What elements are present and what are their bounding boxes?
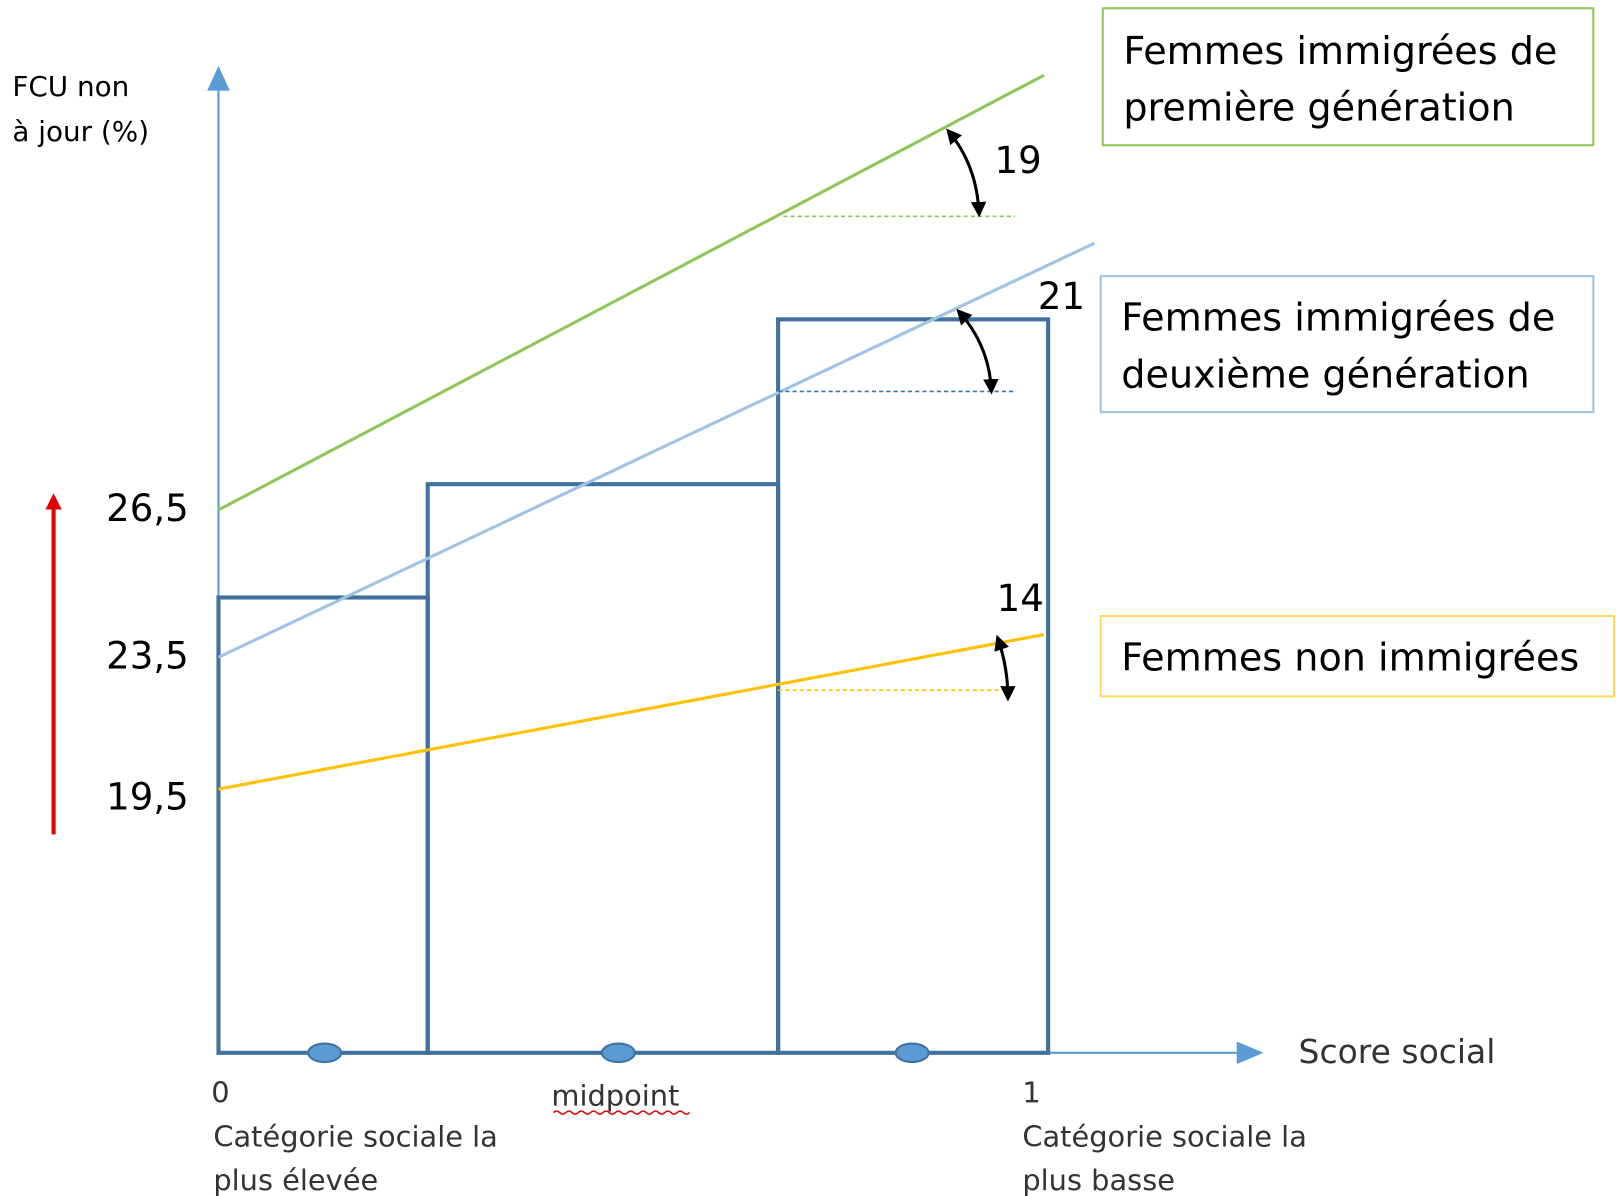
legend-box bbox=[1099, 614, 1615, 698]
line-first-gen bbox=[217, 73, 1045, 512]
midpoint-dot bbox=[307, 1042, 343, 1064]
angle-arrow bbox=[994, 634, 1016, 702]
gap-label: 19 bbox=[995, 139, 1042, 182]
x-end-value: 1 bbox=[1022, 1075, 1040, 1109]
angle-arrow bbox=[946, 128, 987, 218]
legend-text: deuxième génération bbox=[1121, 352, 1529, 396]
gap-label: 21 bbox=[1038, 275, 1085, 318]
x-end-text: Catégorie sociale la bbox=[1022, 1120, 1307, 1154]
line-non-immigrant bbox=[218, 633, 1045, 791]
spell-underline bbox=[552, 1110, 691, 1115]
steps bbox=[216, 317, 1051, 1055]
x-start-text: Catégorie sociale la bbox=[213, 1120, 498, 1154]
x-start-value: 0 bbox=[211, 1075, 229, 1109]
x-end-text: plus basse bbox=[1022, 1163, 1175, 1196]
y-axis-arrow bbox=[207, 65, 230, 91]
y-axis-label: à jour (%) bbox=[12, 115, 149, 148]
angle-arrow bbox=[956, 308, 999, 395]
step-box bbox=[216, 595, 430, 1055]
legend-text: Femmes non immigrées bbox=[1121, 636, 1579, 680]
x-middle: midpoint bbox=[551, 1078, 679, 1112]
legend-text: première génération bbox=[1123, 86, 1514, 130]
y-value: 26,5 bbox=[106, 487, 189, 530]
x-axis-label: Score social bbox=[1299, 1032, 1496, 1071]
legend-box bbox=[1101, 7, 1595, 147]
y-value: 19,5 bbox=[106, 776, 189, 819]
midpoint-dot bbox=[600, 1042, 636, 1064]
legend-text: Femmes immigrées de bbox=[1123, 29, 1557, 73]
step-box bbox=[425, 482, 781, 1055]
legend-box bbox=[1099, 275, 1595, 414]
x-start-text: plus élevée bbox=[213, 1163, 378, 1196]
gap-label: 14 bbox=[997, 577, 1044, 620]
legend-text: Femmes immigrées de bbox=[1121, 296, 1555, 340]
x-axis-arrow bbox=[1236, 1041, 1264, 1065]
y-axis-label: FCU non bbox=[12, 70, 129, 103]
midpoint-dot bbox=[894, 1042, 930, 1064]
line-second-gen bbox=[217, 241, 1096, 659]
y-value: 23,5 bbox=[106, 635, 189, 678]
